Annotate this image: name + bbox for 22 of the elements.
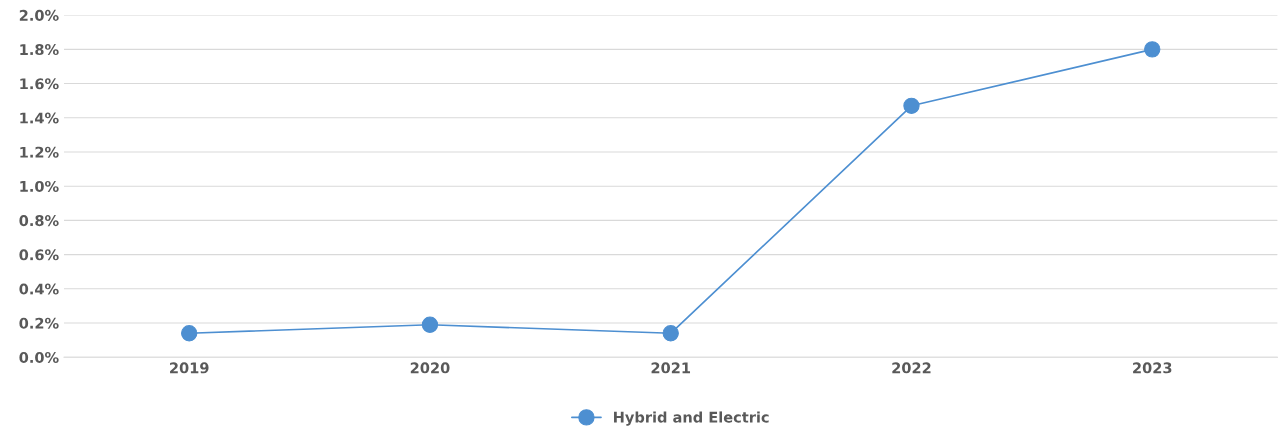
x-tick-label: 2023 [1133,362,1172,374]
y-tick-label: 1.8% [20,44,59,56]
y-tick-label: 1.0% [20,180,59,192]
x-tick-label: 2021 [651,362,691,374]
x-tick-label: 2019 [170,362,209,374]
point [662,325,679,342]
x-tick-label: 2022 [892,362,931,374]
y-tick-label: 0.2% [19,317,59,329]
point [1144,41,1161,58]
point [421,316,439,333]
y-tick-label: 1.6% [20,78,59,90]
y-tick-label: 1.4% [20,112,59,124]
point [903,97,920,114]
y-tick-label: 0.6% [19,249,59,261]
y-tick-label: 0.8% [19,215,59,227]
y-tick-label: 0.0% [19,351,59,363]
point [181,325,198,342]
y-tick-label: 0.4% [19,283,59,295]
y-tick-label: 1.2% [20,146,59,158]
y-tick-label: 2.0% [19,9,59,21]
x-tick-label: 2020 [410,362,450,374]
legend-label: Hybrid and Electric [614,411,769,426]
